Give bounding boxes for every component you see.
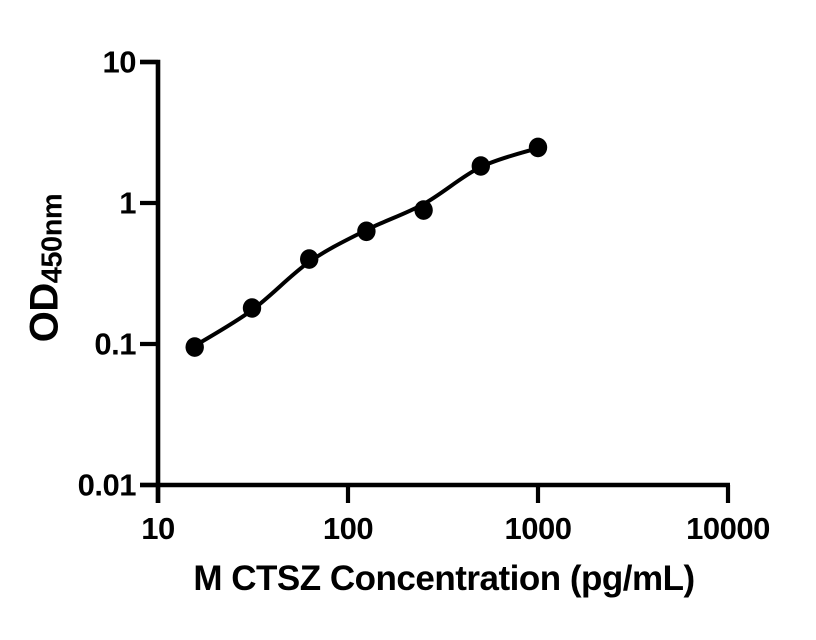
data-point [357, 221, 376, 242]
y-axis-title-subscript: 450nm [36, 193, 69, 284]
x-tick-label: 1000 [505, 511, 572, 546]
data-point [471, 156, 490, 176]
y-axis-title: OD450nm [22, 193, 69, 343]
y-tick-label: 10 [103, 45, 136, 80]
data-point [242, 298, 262, 318]
fit-curve [192, 146, 540, 348]
x-tick-label: 10 [141, 511, 174, 546]
x-axis-title: M CTSZ Concentration (pg/mL) [193, 559, 695, 598]
y-tick-label: 0.1 [94, 327, 136, 362]
data-point [300, 249, 319, 269]
y-axis-line [140, 59, 161, 503]
y-tick-label: 1 [119, 186, 136, 221]
data-point [414, 200, 433, 220]
data-point [528, 137, 548, 158]
x-tick-label: 100 [323, 511, 373, 546]
data-point [185, 337, 204, 357]
y-axis-title-main: OD [22, 283, 67, 343]
y-tick-label: 0.01 [78, 468, 137, 503]
x-tick-label: 10000 [686, 511, 770, 546]
